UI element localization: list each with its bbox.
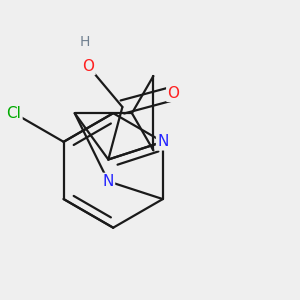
- Text: H: H: [79, 35, 90, 49]
- Text: O: O: [167, 86, 179, 101]
- Text: N: N: [103, 174, 114, 189]
- Text: Cl: Cl: [7, 106, 22, 121]
- Text: O: O: [82, 59, 94, 74]
- Text: N: N: [157, 134, 169, 149]
